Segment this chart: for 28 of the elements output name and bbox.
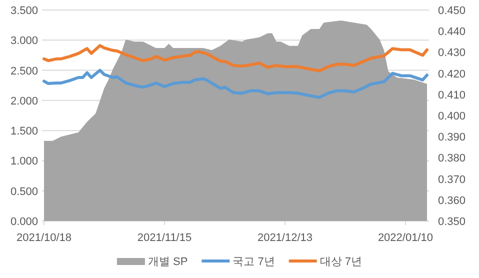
y2-tick-label: 0.430 bbox=[438, 47, 466, 60]
y2-tick-label: 0.400 bbox=[438, 110, 466, 122]
y2-tick-label: 0.390 bbox=[438, 132, 466, 144]
y2-tick-label: 0.420 bbox=[438, 68, 466, 80]
y-tick-label: 1.000 bbox=[10, 156, 38, 168]
y-tick-label: 2.000 bbox=[10, 95, 38, 108]
y2-tick-label: 0.350 bbox=[438, 216, 466, 228]
legend-label: 대상 7년 bbox=[320, 256, 362, 268]
y-tick-label: 3.500 bbox=[10, 5, 38, 17]
y-tick-label: 3.000 bbox=[10, 35, 38, 48]
y-tick-label: 0.500 bbox=[10, 186, 38, 198]
line-series bbox=[42, 68, 428, 99]
y-tick-label: 1.500 bbox=[10, 126, 38, 138]
x-tick-label: 2021/12/13 bbox=[257, 232, 313, 244]
y2-tick-label: 0.410 bbox=[438, 89, 466, 102]
y2-tick-label: 0.370 bbox=[438, 174, 466, 186]
line-series bbox=[42, 44, 428, 72]
x-tick-label: 2021/10/18 bbox=[16, 232, 72, 244]
legend-label: 개별 SP bbox=[148, 256, 188, 268]
y-tick-label: 0.000 bbox=[10, 216, 38, 228]
y2-tick-label: 0.380 bbox=[438, 152, 466, 165]
x-tick-label: 2021/11/15 bbox=[137, 232, 192, 244]
y2-tick-label: 0.360 bbox=[438, 194, 466, 207]
y2-tick-label: 0.440 bbox=[438, 26, 466, 38]
y-tick-label: 2.500 bbox=[10, 65, 38, 78]
x-tick-label: 2022/01/10 bbox=[378, 232, 434, 244]
y2-tick-label: 0.450 bbox=[438, 5, 466, 17]
legend-label: 국고 7년 bbox=[232, 256, 275, 268]
